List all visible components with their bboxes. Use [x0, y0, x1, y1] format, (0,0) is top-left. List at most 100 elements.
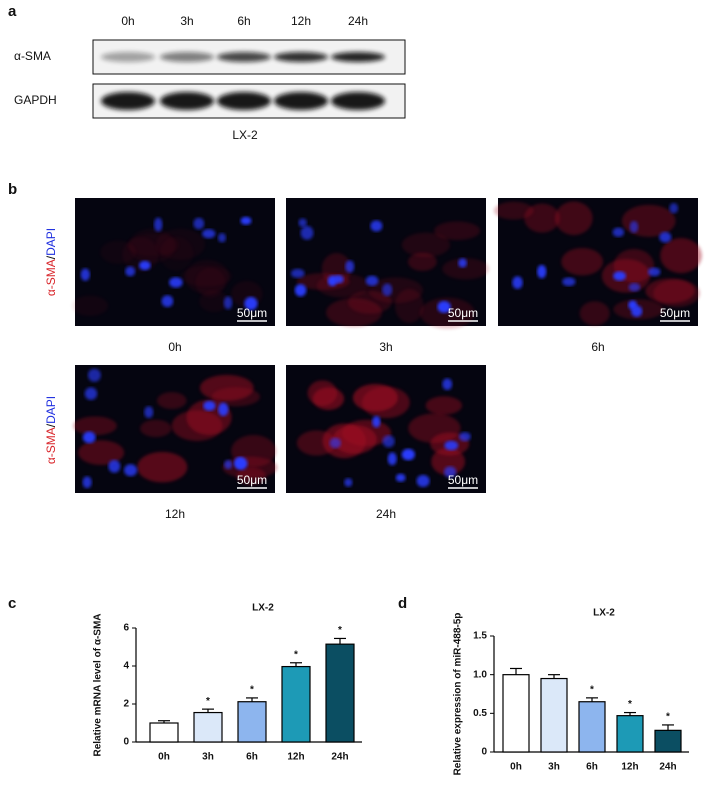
cytoplasm: [621, 204, 676, 237]
nucleus: [443, 466, 457, 478]
microscopy-image: 50μm: [286, 365, 486, 493]
nucleus: [444, 440, 459, 451]
cytoplasm: [408, 413, 461, 444]
time-label: 6h: [591, 340, 604, 354]
column-label: 3h: [180, 14, 193, 28]
nucleus: [629, 221, 639, 233]
nucleus: [401, 448, 415, 461]
nucleus: [659, 231, 672, 243]
y-tick-label: 1.0: [473, 669, 487, 680]
blot-band: [101, 92, 155, 110]
nucleus: [82, 476, 92, 489]
nucleus: [240, 216, 252, 225]
nucleus: [372, 416, 381, 428]
nucleus: [345, 260, 355, 273]
y-tick-label: 0: [481, 747, 487, 758]
nucleus: [669, 202, 679, 214]
nucleus: [365, 275, 379, 286]
cell-line-label: LX-2: [232, 128, 258, 142]
bar: [237, 701, 267, 743]
cytoplasm: [401, 232, 451, 258]
nucleus: [344, 478, 353, 487]
y-tick-label: 4: [123, 661, 129, 672]
y-tick-label: 1.5: [473, 631, 487, 642]
nucleus: [125, 266, 136, 277]
cytoplasm: [140, 419, 172, 438]
cytoplasm: [561, 248, 604, 276]
nucleus: [82, 431, 96, 444]
cytoplasm: [156, 392, 187, 410]
cytoplasm: [100, 240, 137, 264]
nucleus: [382, 283, 393, 297]
cytoplasm: [653, 279, 700, 308]
significance-mark: *: [338, 625, 342, 636]
blot-band: [217, 52, 271, 62]
y-tick-label: 0: [123, 737, 129, 748]
y-axis-label: Relative expression of miR-488-5p: [453, 613, 464, 776]
x-tick-label: 0h: [158, 752, 170, 763]
nucleus: [458, 258, 467, 268]
row-label: GAPDH: [14, 93, 57, 107]
cytoplasm: [199, 290, 229, 313]
blot-band: [217, 92, 271, 110]
nucleus: [613, 271, 627, 281]
x-tick-label: 24h: [331, 752, 348, 763]
time-label: 24h: [376, 507, 396, 521]
microscopy-image: 50μm: [286, 198, 490, 329]
column-label: 24h: [348, 14, 368, 28]
scale-label: 50μm: [237, 473, 267, 487]
cytoplasm: [442, 258, 490, 280]
nucleus: [153, 217, 163, 232]
y-tick-label: 0.5: [473, 708, 487, 719]
stain-separator: /: [44, 255, 58, 259]
blot-band: [160, 52, 214, 62]
significance-mark: *: [666, 712, 670, 723]
y-tick-label: 2: [123, 699, 129, 710]
x-tick-label: 12h: [287, 752, 304, 763]
cytoplasm: [555, 201, 593, 236]
cytoplasm: [352, 383, 398, 412]
cytoplasm: [407, 252, 437, 271]
blot-band: [274, 52, 328, 62]
cytoplasm: [296, 430, 337, 456]
nucleus: [459, 432, 471, 442]
blot-band: [160, 92, 214, 110]
nucleus: [395, 473, 406, 482]
cytoplasm: [73, 416, 117, 436]
microscopy-image: 50μm: [493, 198, 702, 326]
nucleus: [139, 260, 151, 271]
cytoplasm: [368, 277, 423, 304]
bar: [654, 729, 682, 753]
stain-label: α-SMA/DAPI: [44, 396, 58, 464]
blot-band: [331, 92, 385, 110]
y-axis-label: Relative mRNA level of α-SMA: [93, 613, 104, 756]
nucleus: [387, 452, 397, 466]
nucleus: [144, 406, 154, 419]
nucleus: [382, 435, 395, 448]
bar: [616, 715, 644, 753]
scale-label: 50μm: [237, 306, 267, 320]
nucleus: [123, 464, 138, 477]
column-label: 12h: [291, 14, 311, 28]
panel-label: d: [398, 595, 407, 612]
nucleus: [416, 474, 430, 487]
bar: [540, 677, 568, 753]
nucleus: [234, 457, 248, 470]
bar: [325, 643, 355, 743]
time-label: 0h: [168, 340, 181, 354]
cytoplasm: [326, 298, 382, 327]
cytoplasm: [493, 201, 534, 220]
chart-title: LX-2: [252, 603, 274, 614]
blot-band: [274, 92, 328, 110]
nucleus: [161, 295, 174, 308]
panel-label: b: [8, 181, 17, 198]
nucleus: [300, 225, 314, 240]
microscopy-image: 50μm: [71, 198, 275, 326]
nucleus: [329, 437, 342, 449]
nucleus: [80, 268, 90, 281]
stain-blue: DAPI: [44, 396, 58, 424]
chart: LX-2 Relative expression of miR-488-5p 0 0.…: [453, 608, 689, 776]
x-tick-label: 3h: [548, 762, 560, 773]
cytoplasm: [128, 228, 176, 264]
